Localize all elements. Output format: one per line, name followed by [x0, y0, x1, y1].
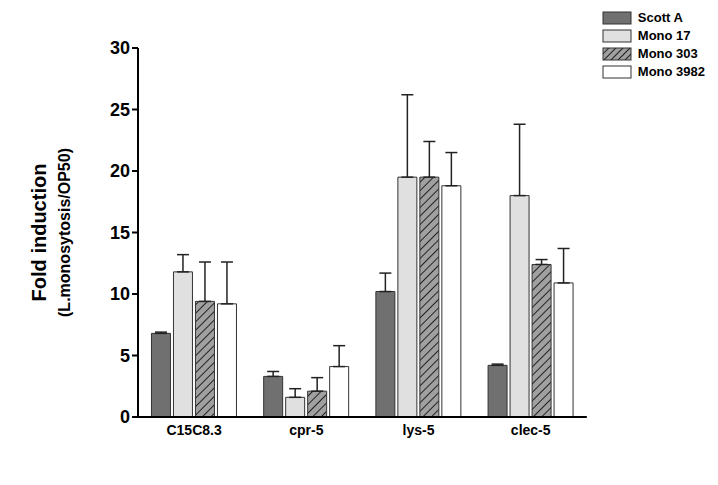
- html-text:Mono 3982: Mono 3982: [637, 64, 705, 79]
- svg-text:20: 20: [110, 161, 130, 181]
- svg-text:5: 5: [120, 346, 130, 366]
- svg-text:lys-5: lys-5: [403, 422, 435, 438]
- svg-text:cpr-5: cpr-5: [289, 422, 323, 438]
- svg-text:clec-5: clec-5: [511, 422, 551, 438]
- html-text:Scott A: Scott A: [637, 10, 683, 25]
- svg-text:C15C8.3: C15C8.3: [166, 422, 221, 438]
- svg-text:10: 10: [110, 284, 130, 304]
- html-text:Mono 303: Mono 303: [637, 46, 698, 61]
- svg-text:30: 30: [110, 38, 130, 58]
- svg-text:15: 15: [110, 223, 130, 243]
- html-text:Mono 17: Mono 17: [637, 28, 691, 43]
- svg-text:0: 0: [120, 407, 130, 427]
- svg-text:25: 25: [110, 100, 130, 120]
- svg-text:Fold induction(L.monosytosis/O: Fold induction(L.monosytosis/OP50): [28, 148, 73, 317]
